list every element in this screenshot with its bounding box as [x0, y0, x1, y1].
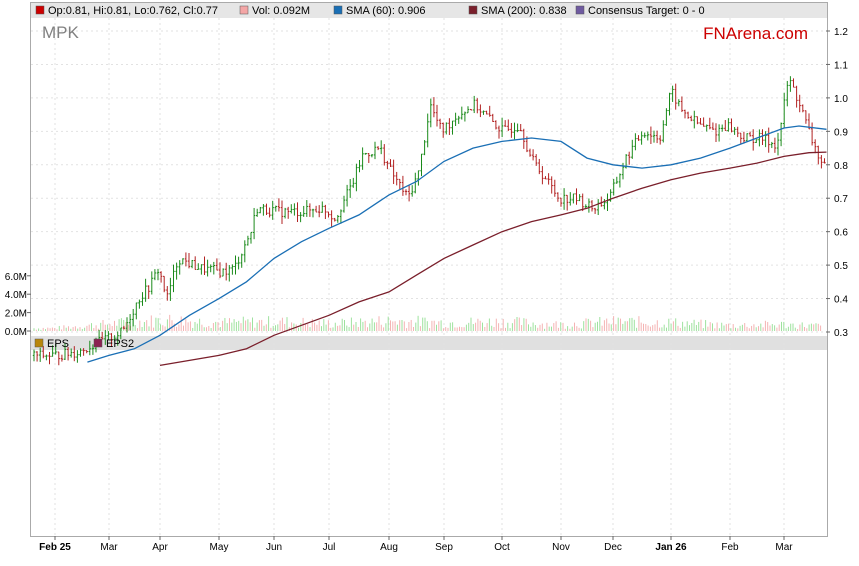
price-tick-label: 1.2 — [834, 27, 848, 38]
volume-tick-label: 0.0M — [5, 327, 27, 338]
legend-swatch — [239, 5, 249, 15]
legend-label: Vol: 0.092M — [252, 5, 310, 17]
eps-legend-label: EPS2 — [106, 338, 134, 350]
sma-lines — [87, 125, 827, 367]
month-tick-label: Jan 26 — [655, 542, 687, 553]
eps-legend-swatch — [34, 338, 44, 348]
eps-bar — [31, 336, 827, 350]
price-tick-label: 0.6 — [834, 228, 848, 239]
legend: Op:0.81, Hi:0.81, Lo:0.762, Cl:0.77 Vol: … — [34, 5, 705, 350]
ticker-label: MPK — [42, 23, 80, 42]
legend-swatch — [575, 5, 585, 15]
price-tick-label: 0.5 — [834, 261, 848, 272]
volume-tick-label: 6.0M — [5, 272, 27, 283]
legend-bar — [31, 3, 827, 18]
eps-legend-label: EPS — [47, 338, 69, 350]
volume-tick-label: 2.0M — [5, 309, 27, 320]
month-tick-label: May — [210, 542, 229, 553]
volume-tick-label: 4.0M — [5, 290, 27, 301]
legend-swatch — [333, 5, 343, 15]
price-tick-label: 1.0 — [834, 94, 848, 105]
month-tick-label: Mar — [775, 542, 793, 553]
price-tick-label: 0.3 — [834, 328, 848, 339]
month-tick-label: Mar — [100, 542, 118, 553]
eps-legend-swatch — [93, 338, 103, 348]
month-tick-label: Nov — [552, 542, 570, 553]
sma200-line — [159, 151, 827, 367]
price-tick-label: 0.8 — [834, 161, 848, 172]
price-tick-label: 1.1 — [834, 60, 848, 71]
month-tick-label: Feb — [721, 542, 739, 553]
sma60-line — [87, 125, 827, 363]
month-tick-label: Jun — [266, 542, 282, 553]
month-tick-label: Dec — [604, 542, 622, 553]
price-tick-label: 0.4 — [834, 295, 848, 306]
legend-label: Consensus Target: 0 - 0 — [588, 5, 705, 17]
price-tick-label: 0.7 — [834, 194, 848, 205]
price-tick-label: 0.9 — [834, 127, 848, 138]
month-tick-label: Feb 25 — [39, 542, 71, 553]
month-tick-label: Sep — [435, 542, 453, 553]
price-panel — [31, 18, 827, 332]
legend-swatch — [468, 5, 478, 15]
month-tick-label: Jul — [323, 542, 336, 553]
legend-label: SMA (200): 0.838 — [481, 5, 567, 17]
axes: 0.3 0.4 0.5 0.6 0.7 0.8 0.9 1.0 1.1 1.2 0.0M 2.0M 4.… — [5, 27, 849, 553]
month-tick-label: Apr — [152, 542, 168, 553]
legend-label: Op:0.81, Hi:0.81, Lo:0.762, Cl:0.77 — [48, 5, 218, 17]
legend-label: SMA (60): 0.906 — [346, 5, 426, 17]
gridlines — [31, 18, 826, 536]
month-tick-label: Oct — [494, 542, 510, 553]
brand-logo: FNArena.com — [703, 24, 808, 43]
legend-swatch — [35, 5, 45, 15]
month-tick-label: Aug — [380, 542, 398, 553]
